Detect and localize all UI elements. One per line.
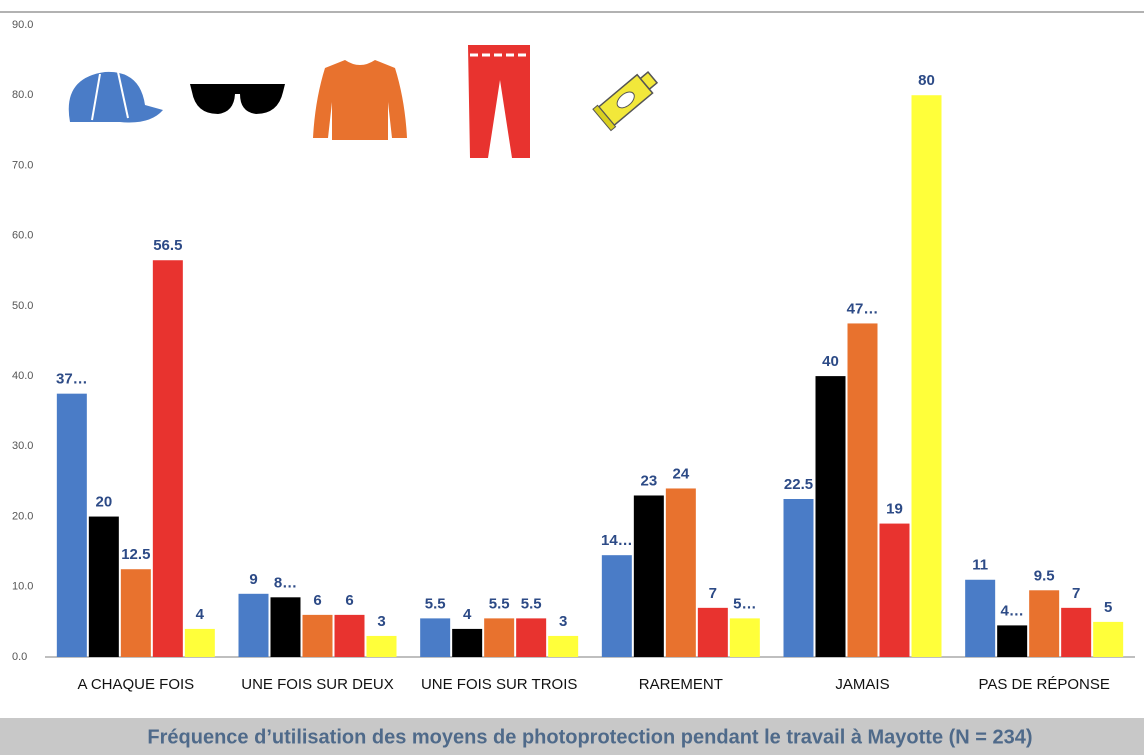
y-tick-label: 30.0	[12, 440, 33, 452]
y-tick-label: 50.0	[12, 300, 33, 312]
value-label: 40	[822, 353, 839, 370]
bar	[997, 625, 1028, 657]
bar	[633, 495, 664, 657]
bar	[334, 614, 365, 657]
value-label: 6	[345, 592, 353, 609]
value-label: 7	[709, 585, 717, 602]
y-tick-label: 60.0	[12, 230, 33, 242]
bar	[911, 95, 942, 657]
value-label: 7	[1072, 585, 1080, 602]
pants-icon	[468, 45, 530, 158]
shirt-icon	[313, 60, 407, 140]
value-label: 9.5	[1034, 567, 1055, 584]
value-label: 37…	[56, 371, 88, 388]
bar	[366, 635, 397, 657]
x-tick-label: PAS DE RÉPONSE	[978, 676, 1109, 693]
value-label: 4…	[1000, 602, 1023, 619]
y-tick-label: 90.0	[12, 19, 33, 31]
bar	[56, 393, 87, 657]
title-band	[0, 718, 1144, 755]
y-tick-label: 20.0	[12, 510, 33, 522]
value-label: 3	[559, 613, 567, 630]
x-tick-label: RAREMENT	[639, 676, 723, 693]
bar	[1029, 590, 1060, 657]
x-tick-label: JAMAIS	[835, 676, 889, 693]
bar	[484, 618, 515, 657]
value-label: 47…	[847, 300, 879, 317]
bar	[152, 260, 183, 657]
bar	[847, 323, 878, 657]
value-label: 5.5	[425, 595, 446, 612]
value-label: 22.5	[784, 476, 813, 493]
value-label: 8…	[274, 574, 297, 591]
sunglasses-icon	[190, 84, 285, 114]
value-label: 19	[886, 501, 903, 518]
y-tick-label: 10.0	[12, 581, 33, 593]
value-label: 5	[1104, 599, 1112, 616]
value-label: 4	[463, 606, 472, 623]
bar	[879, 523, 910, 657]
bar	[420, 618, 451, 657]
bar	[783, 499, 814, 657]
value-label: 4	[196, 606, 205, 623]
x-tick-label: UNE FOIS SUR DEUX	[241, 676, 394, 693]
value-label: 80	[918, 72, 935, 89]
bar	[697, 607, 728, 657]
value-label: 56.5	[153, 237, 182, 254]
value-label: 20	[95, 494, 112, 511]
y-tick-label: 80.0	[12, 89, 33, 101]
bar	[88, 516, 119, 657]
bar	[516, 618, 547, 657]
value-label: 6	[313, 592, 321, 609]
bar	[729, 618, 760, 657]
bar	[1093, 621, 1124, 657]
value-label: 23	[640, 472, 657, 489]
bar	[184, 628, 215, 657]
bar	[815, 376, 846, 657]
value-label: 5.5	[521, 595, 542, 612]
value-label: 3	[377, 613, 385, 630]
bar	[120, 569, 151, 657]
x-tick-label: UNE FOIS SUR TROIS	[421, 676, 577, 693]
bar	[548, 635, 579, 657]
chart-title: Fréquence d’utilisation des moyens de ph…	[147, 726, 1032, 748]
bar	[302, 614, 333, 657]
bar	[601, 555, 632, 657]
bar	[665, 488, 696, 657]
bar	[270, 597, 301, 657]
value-label: 5.5	[489, 595, 510, 612]
bar	[238, 593, 269, 657]
bar	[965, 579, 996, 657]
value-label: 12.5	[121, 546, 150, 563]
value-label: 14…	[601, 532, 633, 549]
bar	[1061, 607, 1092, 657]
y-tick-label: 40.0	[12, 370, 33, 382]
bar	[452, 628, 483, 657]
y-tick-label: 0.0	[12, 651, 27, 663]
cap-icon	[68, 71, 163, 123]
value-label: 5…	[733, 595, 756, 612]
y-tick-label: 70.0	[12, 159, 33, 171]
x-tick-label: A CHAQUE FOIS	[77, 676, 194, 693]
value-label: 9	[249, 571, 257, 588]
value-label: 11	[972, 557, 988, 574]
value-label: 24	[672, 465, 689, 482]
sunscreen-icon	[592, 71, 659, 132]
